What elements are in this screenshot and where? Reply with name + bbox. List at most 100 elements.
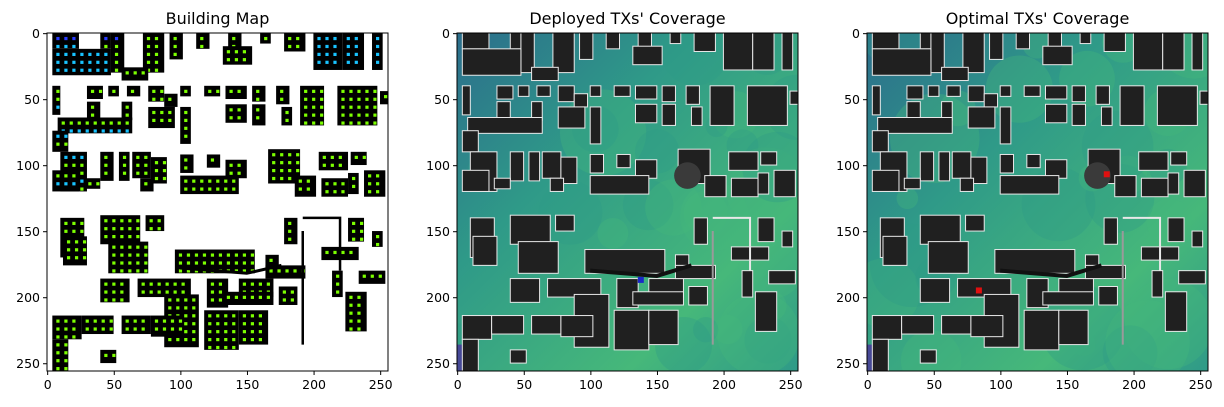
building	[100, 33, 111, 49]
window-marker	[378, 274, 382, 278]
building	[1170, 151, 1188, 166]
window-marker	[325, 182, 329, 186]
window-marker	[349, 121, 353, 125]
window-marker	[154, 44, 159, 49]
building	[364, 170, 386, 197]
window-marker	[56, 327, 60, 331]
window-marker	[101, 327, 105, 331]
window-marker	[242, 50, 247, 54]
window-marker	[186, 261, 191, 265]
window-marker	[312, 97, 316, 101]
window-marker	[112, 227, 116, 231]
window-marker	[173, 290, 177, 294]
outline-line	[1000, 263, 1103, 278]
building	[901, 315, 935, 335]
window-marker	[168, 118, 172, 123]
window-marker	[154, 161, 159, 165]
window-marker	[160, 110, 164, 115]
window-marker	[242, 295, 247, 299]
window-marker	[64, 221, 68, 226]
window-marker	[330, 155, 334, 159]
window-marker	[210, 253, 215, 257]
window-marker	[64, 36, 68, 41]
building	[555, 214, 575, 232]
building	[573, 93, 589, 108]
building	[1044, 103, 1068, 124]
building	[871, 130, 889, 153]
window-marker	[280, 176, 284, 181]
window-marker	[154, 168, 159, 173]
window-marker	[72, 182, 76, 186]
window-marker	[136, 253, 140, 257]
building	[999, 153, 1015, 174]
x-tick-label: 50	[106, 377, 122, 392]
window-marker	[88, 52, 92, 57]
window-marker	[346, 52, 350, 57]
window-marker	[216, 179, 220, 183]
window-marker	[157, 227, 161, 231]
window-marker	[82, 256, 87, 260]
window-marker	[357, 303, 361, 307]
window-marker	[162, 168, 167, 173]
window-marker	[357, 319, 361, 323]
window-marker	[250, 261, 255, 265]
plot-area	[867, 33, 1208, 371]
window-marker	[178, 253, 183, 257]
window-marker	[120, 227, 124, 231]
building	[461, 169, 490, 192]
window-marker	[122, 155, 127, 159]
window-marker	[229, 171, 233, 175]
window-marker	[152, 97, 156, 101]
building	[579, 33, 594, 60]
window-marker	[56, 36, 60, 41]
building	[704, 175, 727, 198]
window-marker	[74, 240, 79, 244]
window-marker	[258, 337, 262, 342]
window-marker	[258, 314, 262, 318]
building	[906, 85, 924, 100]
window-marker	[373, 105, 377, 109]
building	[461, 85, 471, 116]
window-marker	[125, 105, 129, 109]
window-marker	[72, 52, 76, 57]
window-marker	[184, 179, 188, 183]
building	[294, 175, 317, 197]
window-marker	[290, 290, 294, 294]
building	[148, 106, 175, 129]
window-marker	[184, 89, 188, 93]
building	[1167, 172, 1180, 195]
window-marker	[136, 219, 140, 223]
window-marker	[184, 187, 188, 191]
window-marker	[56, 105, 60, 109]
window-marker	[208, 314, 212, 318]
window-marker	[178, 327, 183, 331]
window-marker	[272, 168, 276, 173]
window-marker	[181, 290, 185, 294]
window-marker	[112, 245, 116, 249]
window-marker	[56, 367, 60, 371]
window-marker	[229, 89, 233, 93]
building	[84, 178, 101, 189]
x-tick-label: 100	[169, 377, 193, 392]
window-marker	[320, 121, 324, 125]
window-marker	[112, 219, 116, 223]
x-tick-label: 200	[712, 377, 736, 392]
window-marker	[162, 176, 167, 181]
y-tick-label: 50	[434, 92, 450, 107]
building	[632, 45, 663, 66]
window-marker	[349, 97, 353, 101]
window-marker	[229, 163, 233, 167]
window-marker	[325, 250, 329, 255]
window-marker	[237, 108, 241, 112]
window-marker	[242, 314, 247, 318]
window-marker	[242, 322, 247, 326]
window-marker	[154, 327, 159, 331]
window-marker	[128, 245, 132, 249]
window-marker	[208, 322, 212, 326]
window-marker	[360, 221, 364, 226]
window-marker	[128, 235, 132, 239]
building	[461, 315, 493, 340]
window-marker	[88, 182, 92, 186]
window-marker	[208, 337, 212, 342]
building	[196, 33, 210, 49]
